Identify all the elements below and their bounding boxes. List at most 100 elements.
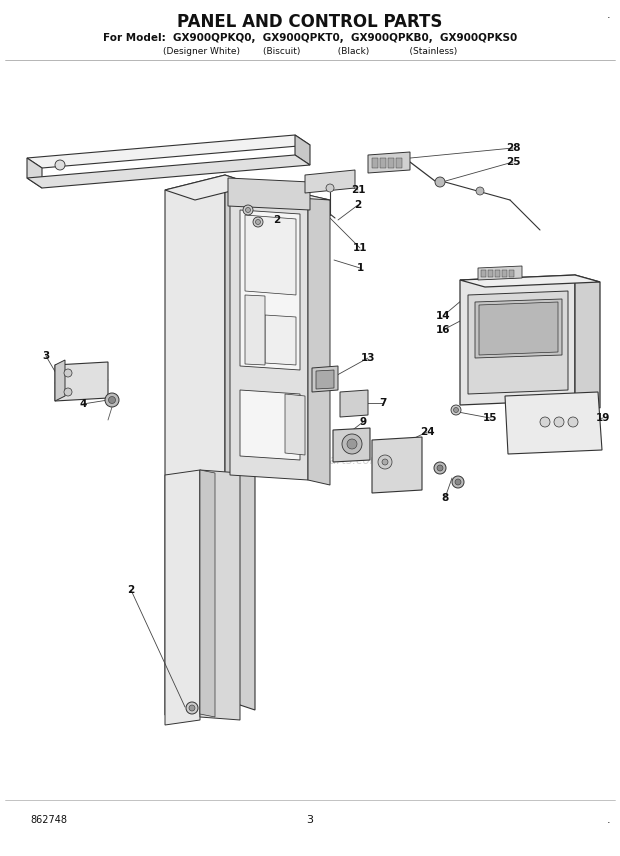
Text: 14: 14 xyxy=(436,311,450,321)
Circle shape xyxy=(246,207,250,212)
Polygon shape xyxy=(340,390,368,417)
Text: 28: 28 xyxy=(506,143,520,153)
Circle shape xyxy=(554,417,564,427)
Polygon shape xyxy=(165,175,255,200)
Bar xyxy=(481,270,486,277)
Text: 21: 21 xyxy=(351,185,365,195)
Text: 7: 7 xyxy=(379,398,387,408)
Text: 1: 1 xyxy=(356,263,363,273)
Text: 8: 8 xyxy=(441,493,449,503)
Polygon shape xyxy=(575,275,600,408)
Polygon shape xyxy=(312,366,338,392)
Polygon shape xyxy=(460,275,575,405)
Circle shape xyxy=(568,417,578,427)
Circle shape xyxy=(253,217,263,227)
Circle shape xyxy=(342,434,362,454)
Text: 13: 13 xyxy=(361,353,375,363)
Polygon shape xyxy=(55,360,65,401)
Bar xyxy=(380,158,386,168)
Text: 11: 11 xyxy=(353,243,367,253)
Bar xyxy=(495,270,500,277)
Bar xyxy=(388,158,394,168)
Polygon shape xyxy=(55,362,108,401)
Polygon shape xyxy=(475,299,562,358)
Polygon shape xyxy=(460,275,600,287)
Text: 19: 19 xyxy=(596,413,610,423)
Polygon shape xyxy=(225,175,255,710)
Polygon shape xyxy=(230,190,308,480)
Polygon shape xyxy=(316,370,334,389)
Bar xyxy=(502,270,507,277)
Polygon shape xyxy=(228,178,310,210)
Polygon shape xyxy=(245,215,296,295)
Polygon shape xyxy=(240,390,300,460)
Polygon shape xyxy=(200,470,215,717)
Polygon shape xyxy=(368,152,410,173)
Text: 16: 16 xyxy=(436,325,450,335)
Circle shape xyxy=(455,479,461,485)
Polygon shape xyxy=(27,135,310,168)
Text: 25: 25 xyxy=(506,157,520,167)
Bar xyxy=(372,158,378,168)
Circle shape xyxy=(435,177,445,187)
Circle shape xyxy=(55,160,65,170)
Circle shape xyxy=(105,393,119,407)
Polygon shape xyxy=(468,291,568,394)
Circle shape xyxy=(378,455,392,469)
Text: 9: 9 xyxy=(360,417,366,427)
Polygon shape xyxy=(230,190,330,200)
Text: .: . xyxy=(606,10,610,20)
Polygon shape xyxy=(27,155,310,188)
Text: 3: 3 xyxy=(306,815,314,825)
Text: 3: 3 xyxy=(42,351,50,361)
Text: .: . xyxy=(606,815,610,825)
Bar xyxy=(509,270,514,277)
Circle shape xyxy=(540,417,550,427)
Polygon shape xyxy=(27,158,42,188)
Text: 862748: 862748 xyxy=(30,815,67,825)
Circle shape xyxy=(382,459,388,465)
Polygon shape xyxy=(333,428,370,462)
Bar xyxy=(488,270,493,277)
Text: eReplacementParts.com: eReplacementParts.com xyxy=(238,454,382,467)
Polygon shape xyxy=(285,394,305,455)
Circle shape xyxy=(243,205,253,215)
Circle shape xyxy=(453,407,459,413)
Polygon shape xyxy=(305,170,355,193)
Polygon shape xyxy=(479,302,558,355)
Circle shape xyxy=(476,187,484,195)
Text: 2: 2 xyxy=(127,585,135,595)
Polygon shape xyxy=(200,470,240,720)
Circle shape xyxy=(452,476,464,488)
Circle shape xyxy=(108,396,115,403)
Circle shape xyxy=(434,462,446,474)
Text: PANEL AND CONTROL PARTS: PANEL AND CONTROL PARTS xyxy=(177,13,443,31)
Polygon shape xyxy=(295,135,310,165)
Circle shape xyxy=(437,465,443,471)
Circle shape xyxy=(64,388,72,396)
Text: 2: 2 xyxy=(355,200,361,210)
Polygon shape xyxy=(165,470,200,725)
Bar xyxy=(396,158,402,168)
Polygon shape xyxy=(478,266,522,280)
Polygon shape xyxy=(240,210,300,370)
Circle shape xyxy=(326,184,334,192)
Polygon shape xyxy=(505,392,602,454)
Polygon shape xyxy=(265,315,296,365)
Polygon shape xyxy=(165,175,225,715)
Text: 24: 24 xyxy=(420,427,435,437)
Circle shape xyxy=(255,219,260,224)
Polygon shape xyxy=(372,437,422,493)
Text: (Designer White)        (Biscuit)             (Black)              (Stainless): (Designer White) (Biscuit) (Black) (Stai… xyxy=(163,46,457,56)
Text: 4: 4 xyxy=(79,399,87,409)
Circle shape xyxy=(64,369,72,377)
Text: 2: 2 xyxy=(273,215,281,225)
Text: 15: 15 xyxy=(483,413,497,423)
Circle shape xyxy=(451,405,461,415)
Polygon shape xyxy=(308,195,330,485)
Circle shape xyxy=(347,439,357,449)
Circle shape xyxy=(189,705,195,711)
Polygon shape xyxy=(245,295,265,365)
Circle shape xyxy=(186,702,198,714)
Text: For Model:  GX900QPKQ0,  GX900QPKT0,  GX900QPKB0,  GX900QPKS0: For Model: GX900QPKQ0, GX900QPKT0, GX900… xyxy=(103,33,517,43)
